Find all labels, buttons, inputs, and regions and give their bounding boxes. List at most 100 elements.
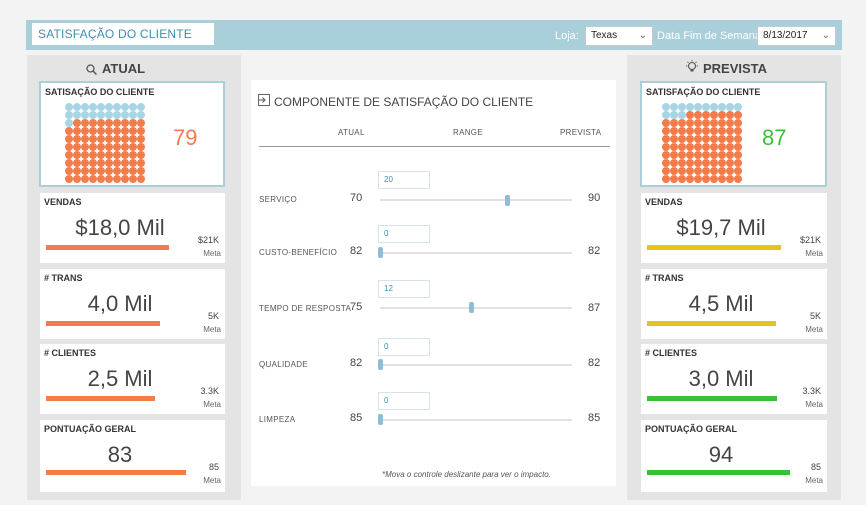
range-input[interactable]: 0	[378, 338, 430, 356]
meta-label: Meta	[805, 400, 823, 409]
atual-vendas-value: $18,0 Mil	[75, 215, 165, 240]
waffle-dot-filled	[113, 127, 121, 135]
slider-track[interactable]	[380, 419, 572, 421]
waffle-dot-filled	[670, 167, 678, 175]
store-select[interactable]: Texas ⌄	[585, 26, 653, 46]
waffle-dot-filled	[694, 159, 702, 167]
waffle-dot-filled	[686, 167, 694, 175]
atual-pontuacao-card: PONTUAÇÃO GERAL 83 85 Meta	[40, 420, 225, 492]
atual-pontuacao-bar	[46, 470, 186, 475]
waffle-dot-filled	[694, 135, 702, 143]
waffle-dot-filled	[662, 135, 670, 143]
meta-value: 3.3K	[802, 386, 821, 396]
waffle-dot-filled	[105, 167, 113, 175]
waffle-dot-empty	[121, 103, 129, 111]
waffle-dot-filled	[105, 159, 113, 167]
waffle-dot-empty	[129, 103, 137, 111]
slider-thumb[interactable]	[378, 247, 383, 258]
prevista-pontuacao-card: PONTUAÇÃO GERAL 94 85 Meta	[641, 420, 827, 492]
waffle-dot-filled	[734, 143, 742, 151]
slider-thumb[interactable]	[469, 302, 474, 313]
waffle-dot-filled	[694, 175, 702, 183]
waffle-dot-filled	[105, 143, 113, 151]
waffle-dot-empty	[65, 111, 73, 119]
col-header-range: RANGE	[453, 128, 483, 137]
waffle-dot-filled	[73, 119, 81, 127]
slider-track[interactable]	[380, 307, 572, 309]
waffle-dot-filled	[121, 151, 129, 159]
waffle-dot-filled	[105, 127, 113, 135]
waffle-dot-filled	[113, 135, 121, 143]
waffle-dot-filled	[65, 127, 73, 135]
waffle-dot-filled	[718, 135, 726, 143]
waffle-dot-filled	[686, 159, 694, 167]
waffle-dot-empty	[73, 103, 81, 111]
waffle-dot-filled	[702, 127, 710, 135]
waffle-dot-filled	[81, 135, 89, 143]
components-panel	[251, 80, 616, 486]
waffle-dot-empty	[734, 103, 742, 111]
waffle-dot-filled	[686, 111, 694, 119]
slider-track[interactable]	[380, 364, 572, 366]
waffle-dot-empty	[670, 111, 678, 119]
waffle-dot-filled	[702, 175, 710, 183]
page-title: SATISFAÇÃO DO CLIENTE	[32, 23, 214, 45]
waffle-dot-filled	[694, 143, 702, 151]
waffle-dot-filled	[686, 119, 694, 127]
waffle-dot-filled	[81, 119, 89, 127]
waffle-dot-filled	[694, 151, 702, 159]
date-select[interactable]: 8/13/2017 ⌄	[757, 26, 836, 46]
waffle-dot-filled	[718, 151, 726, 159]
waffle-dot-empty	[121, 111, 129, 119]
waffle-dot-empty	[113, 111, 121, 119]
slider-thumb[interactable]	[505, 195, 510, 206]
meta-value: $21K	[799, 235, 821, 245]
slider-note: *Mova o controle deslizante para ver o i…	[382, 470, 551, 479]
col-header-prevista: PREVISTA	[560, 128, 602, 137]
waffle-dot-empty	[670, 103, 678, 111]
prevista-trans-card: # TRANS 4,5 Mil 5K Meta	[641, 269, 827, 339]
meta-label: Meta	[203, 325, 221, 334]
waffle-dot-filled	[702, 159, 710, 167]
waffle-dot-filled	[65, 135, 73, 143]
waffle-dot-filled	[670, 175, 678, 183]
meta-value: 85	[208, 462, 219, 472]
waffle-dot-filled	[662, 127, 670, 135]
waffle-dot-filled	[726, 159, 734, 167]
waffle-dot-filled	[113, 151, 121, 159]
waffle-dot-filled	[670, 143, 678, 151]
range-input[interactable]: 12	[378, 280, 430, 298]
waffle-dot-filled	[678, 127, 686, 135]
waffle-dot-filled	[73, 127, 81, 135]
waffle-dot-empty	[686, 103, 694, 111]
meta-value: 5K	[809, 311, 821, 321]
slider-track[interactable]	[380, 252, 572, 254]
meta-label: Meta	[805, 325, 823, 334]
waffle-dot-filled	[129, 143, 137, 151]
range-input[interactable]: 0	[378, 225, 430, 243]
prevista-satisfaction-waffle	[662, 103, 742, 183]
waffle-dot-filled	[97, 167, 105, 175]
waffle-dot-empty	[710, 103, 718, 111]
atual-satisfaction-value: 79	[173, 125, 198, 150]
col-header-atual: ATUAL	[338, 128, 365, 137]
row-atual: 82	[350, 245, 363, 257]
slider-thumb[interactable]	[378, 414, 383, 425]
row-atual: 82	[350, 357, 363, 369]
waffle-dot-filled	[678, 143, 686, 151]
waffle-dot-filled	[710, 175, 718, 183]
waffle-dot-filled	[702, 135, 710, 143]
waffle-dot-filled	[718, 111, 726, 119]
range-input[interactable]: 20	[378, 171, 430, 189]
slider-track[interactable]	[380, 199, 572, 201]
waffle-dot-empty	[129, 111, 137, 119]
meta-label: Meta	[805, 476, 823, 485]
meta-value: $21K	[197, 235, 219, 245]
waffle-dot-empty	[662, 103, 670, 111]
range-input[interactable]: 0	[378, 392, 430, 410]
waffle-dot-empty	[678, 103, 686, 111]
atual-trans-value: 4,0 Mil	[87, 291, 153, 316]
waffle-dot-filled	[73, 175, 81, 183]
waffle-dot-empty	[97, 111, 105, 119]
slider-thumb[interactable]	[378, 359, 383, 370]
